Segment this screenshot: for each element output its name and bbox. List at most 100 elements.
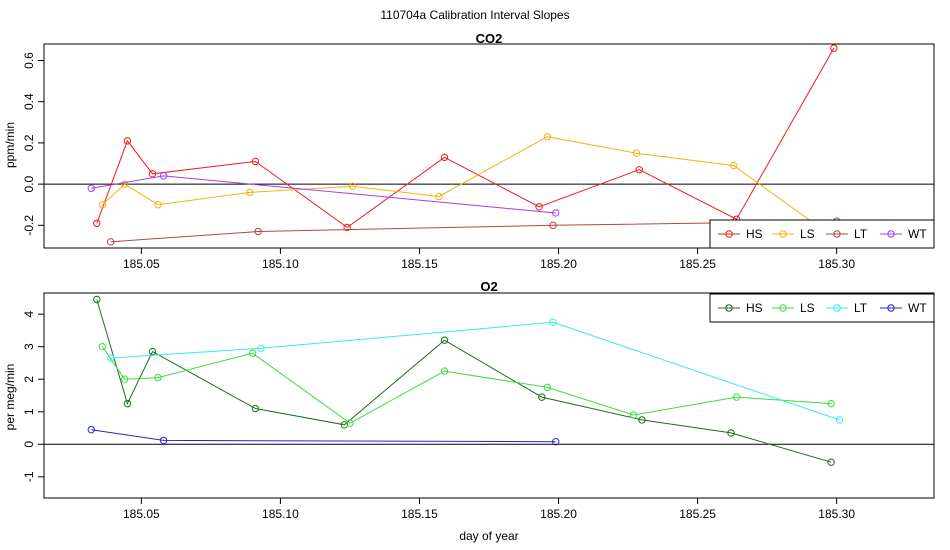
co2-series-hs-point <box>635 165 643 174</box>
o2-legend-lt-swatch-point <box>833 304 841 312</box>
co2-series-ls-point <box>120 180 129 188</box>
co2-series-ls-point <box>246 188 254 197</box>
o2-series-wt-line <box>91 429 556 443</box>
o2-y-tick-label: 3 <box>22 343 36 350</box>
o2-series-ls-point <box>98 342 107 351</box>
o2-panel-title: O2 <box>480 279 497 294</box>
o2-series-hs-point <box>251 404 260 413</box>
o2-series-hs-line <box>96 299 832 463</box>
o2-series-hs-point <box>538 393 546 401</box>
co2-x-tick-label: 185.20 <box>540 257 577 271</box>
co2-legend-ls-swatch-point <box>779 230 787 238</box>
o2-y-tick-label: -1 <box>22 471 36 482</box>
co2-series-hs-point <box>535 203 543 211</box>
o2-series-ls-point <box>120 375 129 383</box>
o2-series-ls-point <box>629 411 638 419</box>
co2-series-lt-point <box>107 238 115 246</box>
o2-x-tick-label: 185.25 <box>679 507 716 521</box>
co2-series-lt-point <box>549 221 557 230</box>
co2-series-hs-line <box>96 47 835 229</box>
co2-series-lt-point <box>254 227 262 236</box>
o2-legend-wt-swatch-point <box>887 304 895 312</box>
co2-series-ls-point <box>543 133 552 141</box>
o2-series-lt-point <box>107 354 115 362</box>
co2-series-wt-point <box>552 209 560 217</box>
co2-legend-lt-label: LT <box>854 227 868 241</box>
co2-series-ls-point <box>730 161 738 170</box>
co2-series-hs-point <box>148 170 157 178</box>
o2-series-wt-point <box>87 425 95 434</box>
o2-series-ls-point <box>346 419 354 427</box>
co2-y-tick-label: 0.0 <box>22 175 36 192</box>
o2-series-hs-point <box>638 416 646 424</box>
o2-series-ls-point <box>440 367 449 375</box>
co2-series-ls-point <box>98 201 107 209</box>
co2-series-ls-point <box>632 149 641 157</box>
co2-series-hs-point <box>343 223 351 232</box>
co2-series-lt-line <box>110 220 837 243</box>
o2-series-wt-point <box>159 436 168 445</box>
co2-y-tick-label: 0.4 <box>22 93 36 110</box>
co2-series-ls-line <box>102 136 832 237</box>
o2-series-lt-line <box>110 321 840 421</box>
co2-series-ls-point <box>435 192 443 201</box>
co2-plot-frame <box>43 43 935 249</box>
co2-legend-wt-swatch-point <box>887 230 895 238</box>
o2-series-hs-point <box>93 295 101 304</box>
o2-plot-frame <box>43 292 935 499</box>
o2-series-lt-point <box>257 344 265 353</box>
co2-x-tick-label: 185.15 <box>401 257 438 271</box>
co2-series-hs-point <box>93 219 101 227</box>
o2-legend-hs-label: HS <box>746 301 763 315</box>
figure-title: 110704a Calibration Interval Slopes <box>380 8 569 22</box>
co2-legend-wt-label: WT <box>908 227 927 241</box>
co2-legend: HS LS LT WT <box>709 219 935 249</box>
co2-series-hs-point <box>830 44 838 52</box>
o2-legend-ls-swatch-point <box>779 304 787 312</box>
o2-series-hs-point <box>827 458 835 466</box>
co2-y-axis-label: ppm/min <box>3 122 17 168</box>
o2-series-hs-point <box>440 336 449 344</box>
o2-y-tick-label: 2 <box>22 376 36 383</box>
co2-x-tick-label: 185.30 <box>818 257 855 271</box>
co2-series-ls-point <box>349 182 357 190</box>
co2-y-tick-label: 0.6 <box>22 52 36 69</box>
co2-series-hs-point <box>251 157 260 166</box>
o2-series-wt-point <box>552 438 560 446</box>
o2-x-axis-label: day of year <box>459 529 518 543</box>
o2-y-axis-label: per meg/min <box>3 364 17 431</box>
co2-x-tick-label: 185.10 <box>262 257 299 271</box>
o2-series-hs-point <box>123 399 132 408</box>
co2-legend-lt-swatch-point <box>833 230 841 238</box>
o2-y-tick-label: 0 <box>22 441 36 448</box>
o2-y-tick-label: 4 <box>22 310 36 317</box>
co2-legend-ls-label: LS <box>800 227 815 241</box>
o2-legend-lt-label: LT <box>854 301 868 315</box>
co2-series-wt-point <box>87 184 95 192</box>
co2-series-wt-line <box>91 175 556 214</box>
co2-series-ls-point <box>154 201 162 209</box>
co2-series-wt-point <box>159 172 168 180</box>
co2-panel: CO2 ppm/min 185.05 185.10 185.15 185.20 185.… <box>3 31 935 271</box>
o2-series-hs-point <box>148 347 157 356</box>
co2-x-tick-label: 185.05 <box>123 257 160 271</box>
o2-y-tick-label: 1 <box>22 408 36 415</box>
o2-series-ls-point <box>732 393 741 401</box>
o2-series-ls-point <box>827 399 835 408</box>
o2-series-ls-point <box>248 349 257 357</box>
o2-x-tick-label: 185.15 <box>401 507 438 521</box>
co2-series-hs-point <box>440 153 449 162</box>
o2-x-tick-label: 185.30 <box>818 507 855 521</box>
co2-y-tick-label: 0.2 <box>22 134 36 151</box>
o2-legend: HS LS LT WT <box>709 293 935 323</box>
o2-series-lt-point <box>549 318 557 326</box>
o2-series-ls-point <box>543 383 552 392</box>
co2-legend-hs-label: HS <box>746 227 763 241</box>
o2-x-tick-label: 185.05 <box>123 507 160 521</box>
o2-series-hs-point <box>727 429 735 437</box>
o2-series-lt-point <box>835 416 844 424</box>
o2-legend-ls-label: LS <box>800 301 815 315</box>
co2-y-tick-label: -0.2 <box>22 215 36 236</box>
o2-x-tick-label: 185.20 <box>540 507 577 521</box>
